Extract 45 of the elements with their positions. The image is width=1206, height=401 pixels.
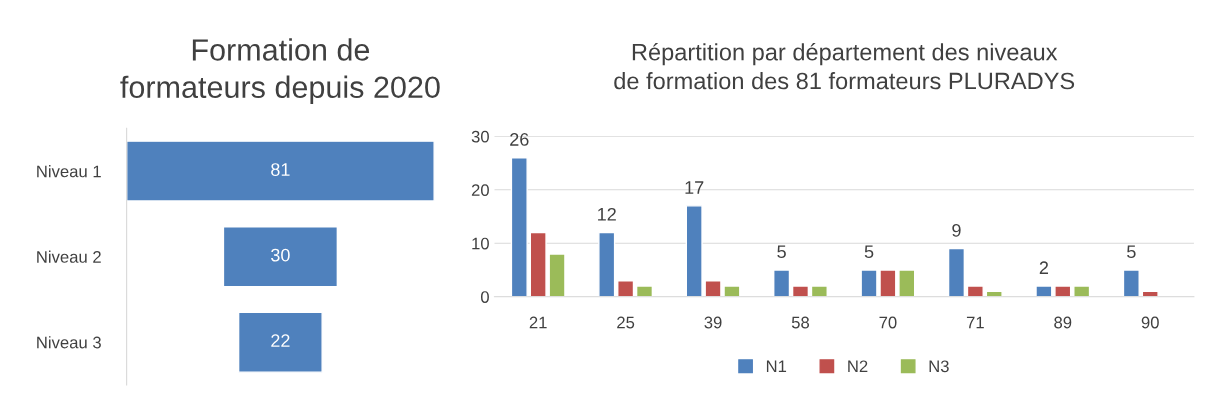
data-label: 2 <box>1039 261 1049 274</box>
x-tick-label: 90 <box>1141 316 1159 329</box>
x-tick-label: 89 <box>1054 316 1072 329</box>
bar <box>635 285 654 297</box>
bar <box>773 269 791 297</box>
y-tick-label: 0 <box>480 291 489 303</box>
data-label: 26 <box>510 133 529 146</box>
bar <box>966 285 984 297</box>
category-label: Niveau 1 <box>37 165 101 178</box>
data-label: 17 <box>685 181 704 194</box>
data-label: 12 <box>598 207 616 221</box>
x-tick-label: 21 <box>529 316 547 329</box>
data-label: 22 <box>271 334 290 347</box>
legend-label: N2 <box>848 360 868 373</box>
bar <box>1073 285 1091 297</box>
bar <box>898 269 916 297</box>
x-tick-label: 71 <box>966 316 984 329</box>
legend-label: N3 <box>929 360 949 373</box>
y-tick-label: 30 <box>471 130 489 143</box>
x-tick-label: 70 <box>879 316 897 329</box>
category-label: Niveau 3 <box>37 336 101 349</box>
bar <box>617 280 635 297</box>
bar <box>947 247 966 297</box>
y-tick-label: 20 <box>471 184 489 197</box>
data-label: 9 <box>952 223 961 237</box>
x-tick-label: 39 <box>704 316 722 329</box>
bar <box>810 285 828 297</box>
bar <box>510 157 528 297</box>
y-tick-label: 10 <box>472 237 489 250</box>
text: Formation de formateurs depuis 2020 <box>120 38 440 105</box>
data-label: 5 <box>864 245 874 259</box>
bar <box>1035 285 1053 297</box>
x-tick-label: 25 <box>617 316 635 329</box>
x-tick-label: 58 <box>791 316 810 329</box>
data-label: 5 <box>1127 245 1136 259</box>
category-label: Niveau 2 <box>37 250 101 263</box>
bar <box>1122 269 1140 297</box>
data-label: 5 <box>777 245 786 259</box>
data-label: 81 <box>271 163 290 176</box>
chart-title: Répartition par département des niveaux de formation des 81 formateurs PLURADYS <box>614 42 1075 90</box>
bar <box>598 231 616 297</box>
bar <box>1054 285 1072 297</box>
data-label: 30 <box>271 248 290 262</box>
legend-label: N1 <box>766 360 787 373</box>
bar <box>791 285 810 297</box>
